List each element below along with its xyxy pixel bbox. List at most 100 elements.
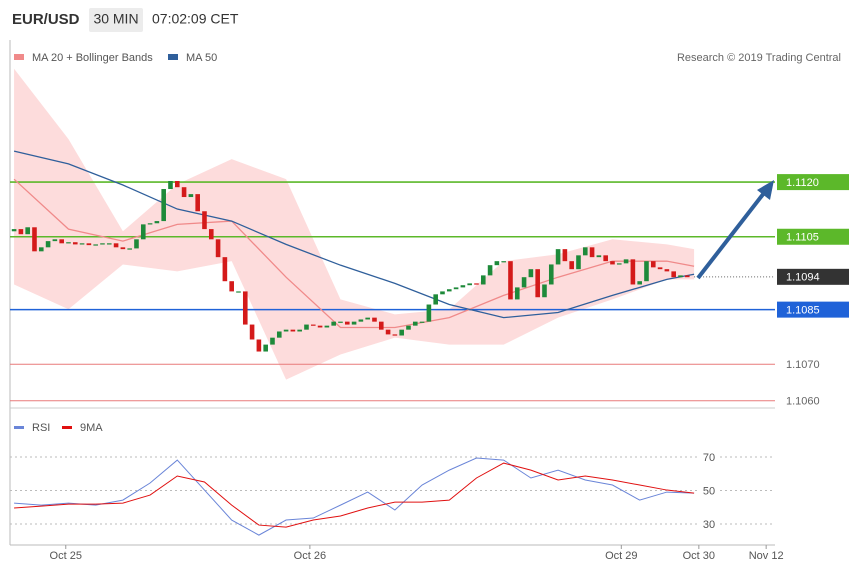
- candle: [229, 281, 234, 292]
- candle: [25, 227, 30, 235]
- level-label-box: [777, 174, 849, 191]
- candle: [542, 284, 547, 298]
- candle: [623, 259, 629, 264]
- candle: [351, 321, 357, 325]
- arrow-shaft: [696, 191, 766, 280]
- legend-label: RSI: [32, 422, 50, 434]
- candle: [344, 321, 350, 325]
- forecast-arrow: [696, 180, 774, 280]
- y-tick-label: 70: [703, 452, 715, 464]
- candle: [460, 285, 466, 288]
- candle: [480, 275, 486, 285]
- candle: [508, 261, 513, 300]
- arrow-head: [757, 180, 774, 200]
- bollinger-band: [14, 68, 695, 380]
- level-label: 1.1070: [786, 359, 820, 371]
- y-tick-label: 50: [703, 485, 715, 497]
- level-label: 1.1105: [786, 232, 819, 244]
- candle: [66, 242, 71, 244]
- candle: [338, 321, 343, 323]
- candle: [249, 324, 255, 340]
- candle: [331, 321, 336, 326]
- attribution: Research © 2019 Trading Central: [677, 52, 841, 64]
- candle: [372, 317, 377, 322]
- candle: [134, 239, 139, 249]
- candle: [616, 263, 622, 265]
- candle: [188, 194, 194, 198]
- candle: [202, 211, 207, 230]
- candle: [120, 247, 126, 250]
- candle: [569, 261, 574, 270]
- tick-label-bg: [698, 517, 720, 532]
- candle: [358, 319, 364, 322]
- candle: [535, 269, 540, 298]
- candle: [644, 261, 649, 282]
- x-tick-label: Oct 26: [294, 550, 326, 562]
- candle: [52, 239, 58, 242]
- candle: [174, 181, 180, 188]
- legend-swatch: [62, 426, 72, 429]
- candle: [467, 283, 472, 286]
- candle: [630, 259, 636, 285]
- candle: [684, 275, 690, 278]
- level-label-box: [777, 301, 849, 318]
- interval-box: [89, 8, 143, 32]
- candle: [283, 329, 289, 332]
- price-panel: 1.1120 1.1105 1.1094 1.1085 1.1070 1.1060 MA 2…: [10, 52, 849, 408]
- x-tick-label: Oct 25: [50, 550, 82, 562]
- candle: [562, 249, 568, 262]
- indicator-line: [14, 462, 695, 528]
- candle: [113, 243, 119, 248]
- level-label: 1.1094: [786, 272, 820, 284]
- candle: [93, 244, 98, 246]
- candle: [433, 294, 438, 305]
- candle: [38, 247, 44, 252]
- candle: [208, 229, 214, 240]
- candle: [582, 247, 588, 256]
- candle: [650, 261, 656, 268]
- candle: [140, 224, 146, 240]
- candle: [514, 287, 520, 300]
- candle: [127, 248, 132, 250]
- candle: [79, 243, 85, 245]
- candle: [106, 243, 112, 245]
- candle: [310, 324, 316, 326]
- candle: [276, 331, 282, 338]
- candle: [440, 291, 445, 295]
- candle: [603, 255, 608, 262]
- tick-label-bg: [698, 483, 720, 498]
- level-label: 1.1120: [786, 177, 819, 189]
- candle: [18, 229, 24, 235]
- candle: [242, 291, 248, 325]
- candle: [215, 239, 221, 258]
- y-tick-label: 30: [703, 519, 715, 531]
- legend-swatch: [14, 54, 24, 60]
- candle: [297, 329, 302, 332]
- candle: [32, 227, 37, 252]
- candle: [474, 283, 479, 285]
- legend-swatch: [168, 54, 178, 60]
- candle: [378, 321, 384, 330]
- candle: [263, 344, 268, 352]
- indicator-line: [14, 457, 695, 536]
- legend-swatch: [14, 426, 24, 429]
- x-tick-label: Nov 12: [749, 550, 784, 562]
- interval: 30 MIN: [93, 11, 138, 27]
- candle: [671, 271, 676, 278]
- candle: [270, 337, 275, 345]
- candle: [528, 269, 534, 278]
- legend-label: MA 50: [186, 52, 217, 64]
- candle: [637, 281, 642, 285]
- level-label: 1.1085: [786, 305, 820, 317]
- time: 07:02:09 CET: [152, 11, 239, 27]
- candle: [59, 239, 64, 244]
- ma-line: [13, 178, 695, 329]
- candle: [222, 257, 228, 282]
- x-tick-label: Oct 29: [605, 550, 637, 562]
- legend-label: 9MA: [80, 422, 103, 434]
- candle: [446, 289, 452, 292]
- candle: [11, 229, 17, 232]
